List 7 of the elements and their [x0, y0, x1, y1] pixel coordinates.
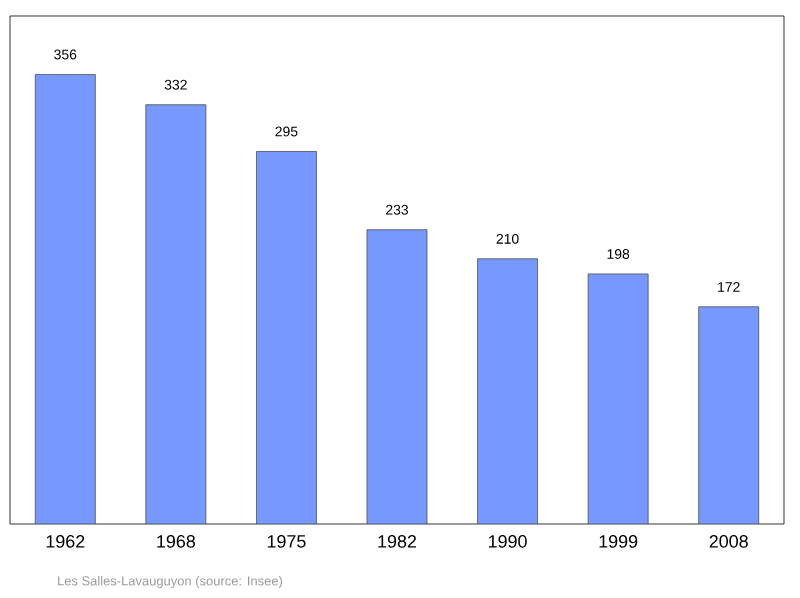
x-tick-label: 1990: [488, 535, 527, 548]
x-tick-label: 1962: [46, 535, 85, 548]
x-tick-label: 1999: [599, 535, 638, 548]
x-tick-label: 1975: [267, 535, 306, 548]
x-tick-label: 2008: [709, 535, 748, 548]
x-tick-label: 1968: [157, 535, 196, 548]
x-tick-label: 1982: [378, 535, 417, 548]
